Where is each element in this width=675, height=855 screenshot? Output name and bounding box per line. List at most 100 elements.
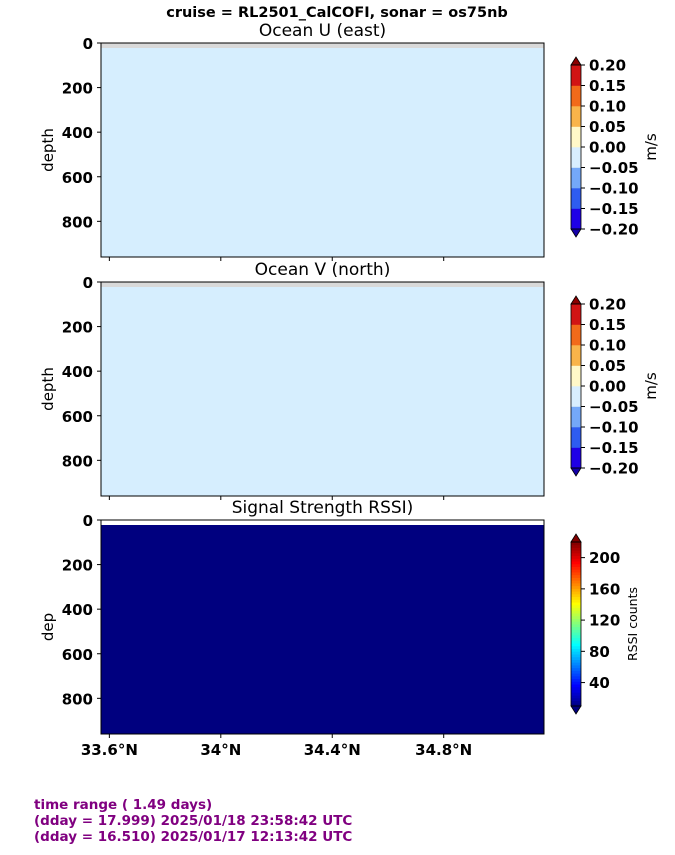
colorbar-band — [571, 550, 581, 554]
y-tick-label: 0 — [83, 35, 93, 53]
colorbar-band — [571, 386, 581, 407]
y-tick-label: 0 — [83, 274, 93, 292]
colorbar-label: RSSI counts — [625, 587, 640, 661]
colorbar-tick-label: −0.10 — [589, 180, 639, 198]
heatmap-field — [101, 43, 544, 257]
colorbar-band — [571, 574, 581, 578]
colorbar-band — [571, 602, 581, 606]
colorbar-tick-label: 0.15 — [589, 77, 626, 95]
colorbar-extend-max — [570, 295, 582, 305]
y-tick-label: 400 — [62, 601, 93, 619]
colorbar-band — [571, 552, 581, 557]
colorbar-band — [571, 599, 581, 603]
colorbar-label: m/s — [642, 372, 660, 400]
panel-title: Ocean U (east) — [259, 21, 386, 41]
colorbar-band — [571, 681, 581, 685]
y-tick-label: 400 — [62, 124, 93, 142]
colorbar-band — [571, 167, 581, 189]
colorbar-band — [571, 613, 581, 617]
colorbar-band — [571, 659, 581, 663]
colorbar-band — [571, 624, 581, 628]
colorbar-band — [571, 596, 581, 600]
heatmap-field — [101, 520, 544, 734]
colorbar-tick-label: 0.05 — [589, 357, 626, 375]
colorbar-band — [571, 542, 581, 546]
colorbar-band — [571, 656, 581, 660]
colorbar-band — [571, 618, 581, 622]
colorbar-tick-label: 160 — [589, 580, 620, 598]
colorbar-band — [571, 563, 581, 567]
colorbar-band — [571, 208, 581, 230]
footer-start-time: (dday = 16.510) 2025/01/17 12:13:42 UTC — [34, 829, 353, 845]
colorbar-band — [571, 662, 581, 666]
panel-title: Signal Strength RSSI) — [232, 498, 414, 518]
y-tick-label: 800 — [62, 213, 93, 231]
chart-panel-1: Ocean V (north) 0 200 400 600 800 depth 0.20 0.1… — [39, 260, 660, 500]
colorbar-band — [571, 654, 581, 658]
colorbar-tick-label: −0.15 — [589, 200, 639, 218]
colorbar-band — [571, 700, 581, 704]
colorbar-band — [571, 572, 581, 576]
colorbar-band — [571, 640, 581, 644]
colorbar-band — [571, 651, 581, 655]
colorbar-tick-label: 0.10 — [589, 337, 626, 355]
colorbar-tick-label: −0.20 — [589, 460, 639, 478]
colorbar-tick-label: 0.00 — [589, 378, 626, 396]
x-tick-label: 34°N — [200, 741, 241, 759]
colorbar-band — [571, 147, 581, 168]
colorbar-band — [571, 703, 581, 707]
colorbar-band — [571, 580, 581, 584]
nodata-band — [101, 520, 544, 525]
colorbar-extend-min — [570, 228, 582, 238]
colorbar-band — [571, 555, 581, 559]
colorbar-band — [571, 684, 581, 688]
colorbar-band — [571, 304, 581, 325]
colorbar-band — [571, 607, 581, 611]
colorbar-tick-label: −0.05 — [589, 159, 639, 177]
colorbar-band — [571, 188, 581, 209]
colorbar-tick-label: −0.10 — [589, 419, 639, 437]
y-axis-label: depth — [39, 367, 57, 411]
x-tick-label: 34.4°N — [304, 741, 361, 759]
nodata-band — [101, 43, 544, 48]
colorbar-band — [571, 629, 581, 633]
colorbar-band — [571, 447, 581, 469]
colorbar-band — [571, 626, 581, 630]
colorbar-band — [571, 632, 581, 636]
colorbar-band — [571, 569, 581, 573]
colorbar-band — [571, 604, 581, 608]
colorbar: 200 160 120 80 40 RSSI counts — [570, 533, 640, 715]
colorbar-band — [571, 365, 581, 387]
chart-panel-2: Signal Strength RSSI) 0 200 400 600 800 dep 33.… — [39, 498, 640, 759]
y-tick-label: 400 — [62, 363, 93, 381]
y-tick-label: 200 — [62, 319, 93, 337]
colorbar-extend-max — [570, 56, 582, 66]
colorbar-tick-label: 0.00 — [589, 139, 626, 157]
y-axis-label: depth — [39, 128, 57, 172]
colorbar-band — [571, 85, 581, 107]
colorbar-label: m/s — [642, 133, 660, 161]
suptitle: cruise = RL2501_CalCOFI, sonar = os75nb — [166, 5, 508, 21]
colorbar-band — [571, 558, 581, 562]
colorbar-band — [571, 566, 581, 570]
axes-frame — [100, 281, 545, 497]
colorbar-band — [571, 645, 581, 649]
heatmap-field — [101, 282, 544, 496]
colorbar-tick-label: 0.10 — [589, 98, 626, 116]
footer-end-time: (dday = 17.999) 2025/01/18 23:58:42 UTC — [34, 813, 353, 829]
colorbar: 0.20 0.15 0.10 0.05 0.00 −0.05 −0.10 −0.15 −0.20… — [570, 295, 660, 478]
colorbar-tick-label: −0.15 — [589, 439, 639, 457]
colorbar-band — [571, 695, 581, 699]
colorbar-band — [571, 585, 581, 589]
colorbar-tick-label: 0.05 — [589, 118, 626, 136]
x-tick-label: 33.6°N — [81, 741, 138, 759]
colorbar-band — [571, 634, 581, 639]
y-tick-label: 600 — [62, 408, 93, 426]
colorbar-band — [571, 65, 581, 86]
colorbar-band — [571, 670, 581, 674]
y-tick-label: 800 — [62, 452, 93, 470]
nodata-band — [101, 282, 544, 287]
colorbar-band — [571, 697, 581, 701]
footer-time-range: time range ( 1.49 days) — [34, 797, 213, 813]
